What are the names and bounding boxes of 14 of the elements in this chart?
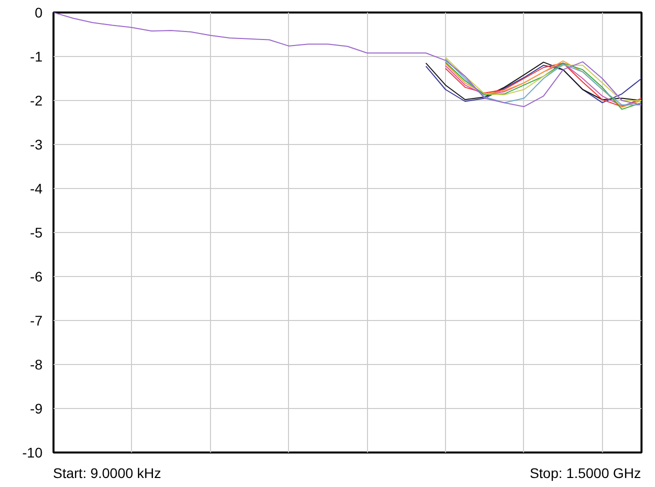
y-tick-label: -5 xyxy=(30,224,43,240)
y-tick-label: -10 xyxy=(22,444,43,460)
y-tick-label: -8 xyxy=(30,356,43,372)
y-tick-label: -2 xyxy=(30,92,43,108)
y-tick-label: -6 xyxy=(30,268,43,284)
y-tick-label: -3 xyxy=(30,136,43,152)
line-series xyxy=(54,12,642,108)
y-tick-label: -1 xyxy=(30,48,43,64)
text: Stop: 1.5000 GHz xyxy=(530,464,641,483)
y-tick-label: 0 xyxy=(34,4,43,20)
y-tick-label: -9 xyxy=(30,400,43,416)
text: Start: 9.0000 kHz xyxy=(53,464,162,483)
y-tick-label: -4 xyxy=(30,180,43,196)
y-tick-label: -7 xyxy=(30,312,43,328)
